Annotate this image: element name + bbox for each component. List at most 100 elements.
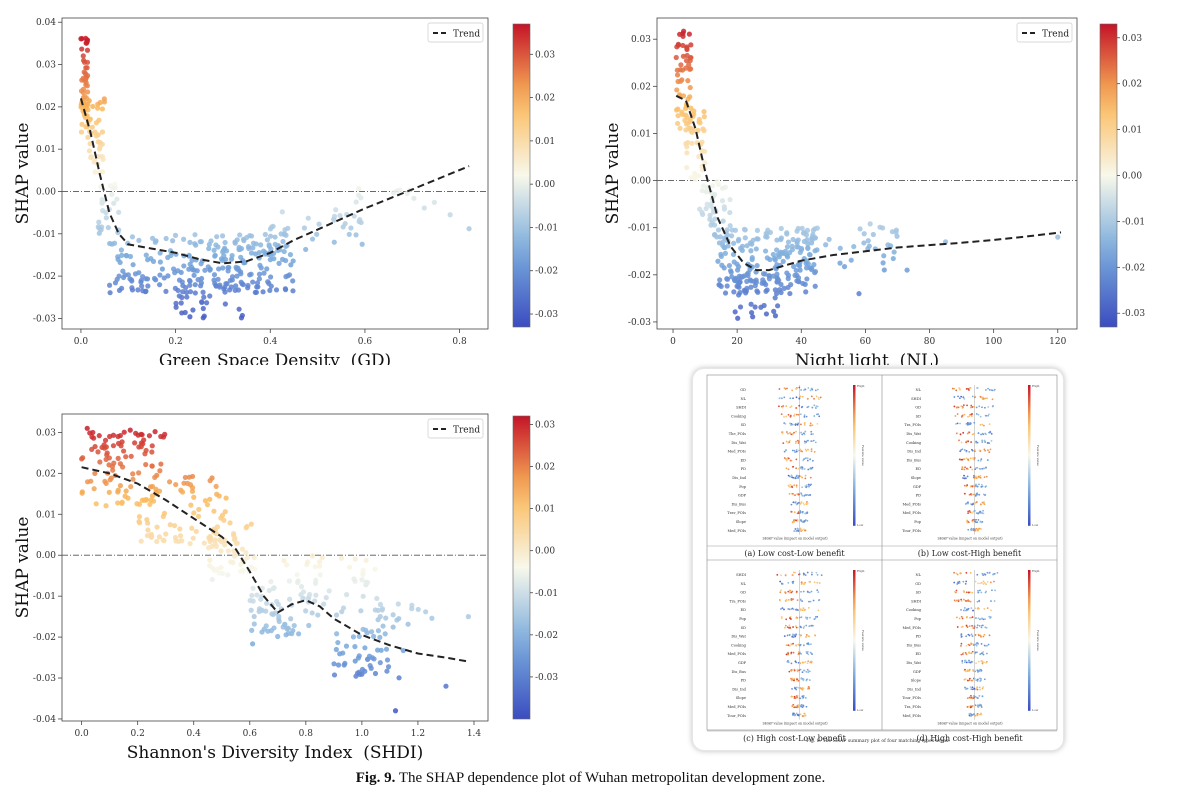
summary-dot [795, 696, 797, 699]
summary-dot [786, 626, 789, 629]
summary-dot [979, 459, 982, 462]
summary-dot [981, 406, 983, 409]
data-point [250, 245, 256, 251]
data-point [252, 289, 258, 296]
summary-dot [790, 669, 793, 672]
data-point [268, 274, 274, 280]
data-point [689, 129, 695, 135]
data-point [841, 264, 848, 270]
summary-dot [813, 450, 816, 453]
data-point [429, 615, 435, 621]
summary-dot [962, 431, 965, 434]
summary-dot [802, 459, 805, 462]
summary-dot [785, 415, 788, 418]
summary-dot [967, 643, 970, 646]
feature-label: Dis_Ind [907, 687, 921, 691]
summary-dot [970, 688, 973, 691]
data-point [683, 65, 689, 71]
x-tick-label: 40 [796, 337, 808, 347]
y-axis-label: SHAP value [13, 123, 33, 225]
summary-dot [798, 386, 801, 389]
data-point [220, 265, 226, 271]
summary-dot [977, 591, 980, 594]
summary-dot [985, 661, 988, 664]
summary-dot [953, 571, 955, 574]
summary-dot [963, 413, 966, 416]
summary-dot [975, 651, 978, 654]
feature-label: Tra_POIs [904, 423, 921, 427]
summary-dot [977, 413, 980, 416]
summary-dot [966, 705, 969, 708]
summary-dot [955, 616, 958, 619]
summary-dot [806, 457, 809, 460]
data-point [712, 231, 718, 238]
data-point [776, 277, 782, 284]
summary-dot [980, 433, 982, 436]
inset-caption: Fig. 8. The SHAP summary plot of four ma… [806, 738, 950, 744]
feature-label: PD [916, 635, 921, 639]
data-point [731, 289, 737, 295]
summary-dot [960, 395, 963, 398]
y-tick-label: 0.01 [36, 510, 56, 520]
summary-dot [795, 484, 798, 487]
summary-dot [970, 651, 973, 654]
data-point [777, 249, 784, 255]
summary-dot [953, 396, 956, 398]
data-point [206, 545, 212, 551]
summary-dot [795, 486, 798, 488]
feature-label: Pop [914, 617, 921, 621]
summary-dot [968, 450, 971, 453]
summary-dot [793, 449, 796, 452]
summary-dot [975, 643, 977, 646]
summary-axis-label: SHAP value (impact on model output) [762, 722, 828, 726]
data-point [186, 474, 192, 480]
data-point [156, 282, 163, 288]
summary-dot [977, 519, 980, 521]
summary-dot [801, 687, 804, 689]
data-point [677, 31, 683, 37]
summary-dot [974, 714, 976, 717]
summary-dot [980, 643, 983, 645]
summary-dot [791, 574, 794, 577]
data-point [718, 283, 724, 290]
data-point [778, 225, 784, 232]
summary-dot [794, 571, 797, 574]
summary-dot [804, 529, 806, 532]
summary-dot [960, 644, 962, 647]
summary-dot [795, 617, 798, 619]
data-point [115, 455, 121, 461]
summary-dot [993, 580, 995, 583]
data-point [752, 304, 758, 310]
summary-dot [801, 688, 804, 691]
summary-colorbar [1028, 570, 1031, 711]
summary-dot [981, 662, 984, 665]
data-point [307, 591, 313, 598]
summary-dot [780, 397, 783, 399]
summary-panel-title: (d) High cost-High benefit [916, 734, 1023, 743]
data-point [785, 239, 792, 245]
data-point [179, 538, 185, 544]
feature-label: Slope [911, 679, 921, 683]
summary-dot [797, 529, 800, 532]
summary-dot [974, 580, 977, 583]
data-point [360, 567, 366, 573]
data-point [360, 572, 366, 578]
summary-dot [791, 677, 794, 680]
summary-dot [801, 466, 804, 469]
summary-dot [805, 670, 808, 673]
data-point [741, 287, 747, 293]
summary-dot [790, 405, 793, 408]
data-point [149, 443, 155, 449]
summary-dot [971, 714, 973, 716]
trend-line [675, 94, 1062, 272]
data-point [230, 559, 236, 566]
summary-dot [970, 607, 973, 610]
summary-dot [796, 529, 799, 532]
summary-dot [802, 679, 805, 682]
summary-dot [967, 387, 969, 390]
data-point [89, 434, 95, 440]
summary-dot [789, 627, 792, 629]
summary-dot [982, 583, 985, 585]
summary-dot [813, 404, 816, 407]
summary-dot [809, 651, 812, 654]
